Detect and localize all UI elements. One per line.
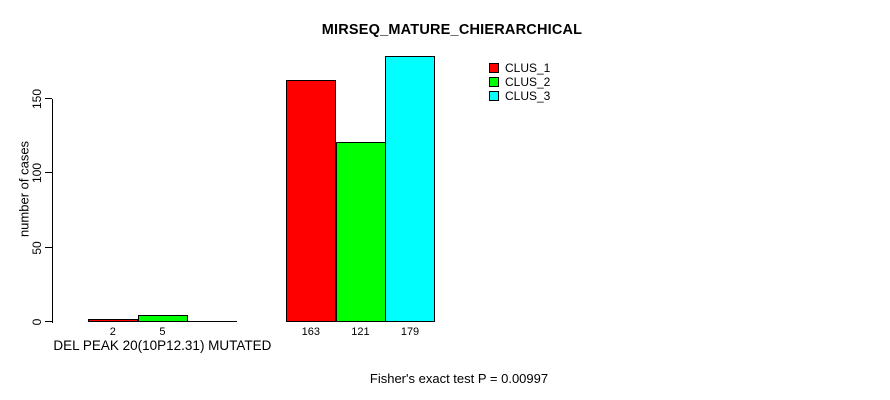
bar-clus_1-group1 <box>88 319 138 322</box>
legend-item: CLUS_1 <box>489 61 550 75</box>
bar-value-label: 179 <box>400 326 420 338</box>
y-tick-label: 50 <box>30 241 44 255</box>
legend-swatch-clus_2 <box>489 77 499 87</box>
bar-value-label: 121 <box>351 326 370 338</box>
bar-clus_2-group1 <box>138 315 188 322</box>
legend-item: CLUS_3 <box>489 89 550 103</box>
y-tick <box>45 247 52 248</box>
legend: CLUS_1 CLUS_2 CLUS_3 <box>489 61 550 103</box>
y-tick <box>45 98 52 99</box>
legend-swatch-clus_1 <box>489 63 499 73</box>
bar-value-label: 2 <box>109 326 116 338</box>
legend-swatch-clus_3 <box>489 91 499 101</box>
bar-clus_1-group2 <box>286 80 336 322</box>
bar-value-label: 163 <box>301 326 320 338</box>
y-axis-line <box>52 99 53 323</box>
bar-value-label: 5 <box>159 326 166 338</box>
legend-label: CLUS_3 <box>505 89 551 103</box>
y-tick-label: 0 <box>30 318 44 326</box>
bar-clus_2-group2 <box>336 142 386 322</box>
y-tick-label: 100 <box>30 162 44 184</box>
legend-item: CLUS_2 <box>489 75 550 89</box>
y-axis-label: number of cases <box>16 140 32 238</box>
y-tick-label: 150 <box>30 88 44 110</box>
legend-label: CLUS_1 <box>505 61 551 75</box>
y-tick <box>45 321 52 322</box>
fisher-test-annotation: Fisher's exact test P = 0.00997 <box>369 371 549 386</box>
chart-title: MIRSEQ_MATURE_CHIERARCHICAL <box>321 22 583 38</box>
legend-label: CLUS_2 <box>505 75 551 89</box>
y-tick <box>45 172 52 173</box>
bar-clus_3-group1-zero <box>187 321 237 322</box>
category-label: DEL PEAK 20(10P12.31) MUTATED <box>53 338 272 353</box>
bar-clus_3-group2 <box>385 56 435 322</box>
